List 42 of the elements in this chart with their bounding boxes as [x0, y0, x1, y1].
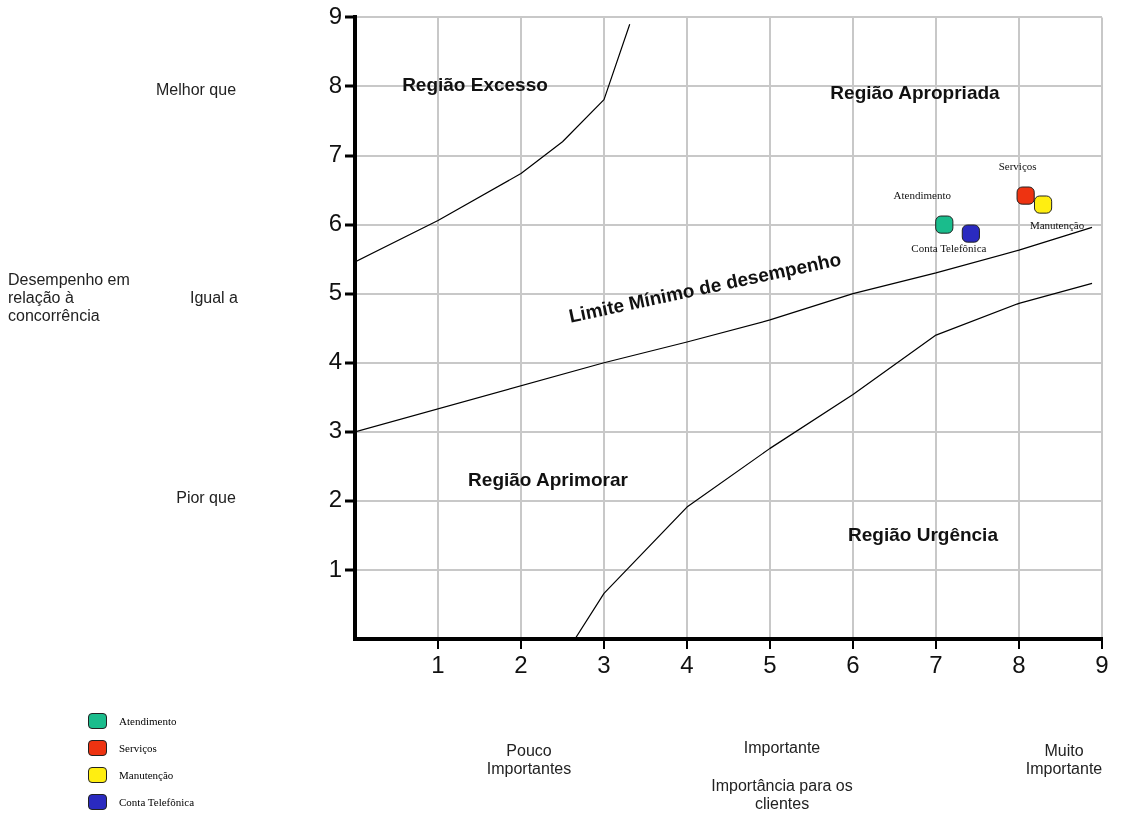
- text: Pouco Importantes: [485, 742, 573, 778]
- annotation: Região Urgência: [848, 524, 998, 546]
- text: Importante: [743, 739, 821, 757]
- legend-label: Conta Telefônica: [119, 795, 195, 808]
- point: [1016, 186, 1035, 205]
- point: [961, 224, 980, 243]
- text: Atendimento: [893, 189, 952, 202]
- annotation: Região Aprimorar: [468, 469, 628, 491]
- y-tick-label: 3: [328, 416, 342, 444]
- annotation: Região Excesso: [402, 74, 548, 96]
- text: Muito Importante: [1024, 742, 1104, 778]
- text: Importância para os clientes: [710, 777, 854, 813]
- x-tick-label: 2: [514, 651, 528, 679]
- text: Melhor que: [155, 81, 237, 99]
- y-tick-label: 6: [328, 209, 342, 237]
- y-tick-label: 1: [328, 554, 342, 582]
- text: Conta Telefônica: [911, 242, 987, 255]
- point: [935, 215, 954, 234]
- point: [1033, 195, 1053, 214]
- x-tick-label: 7: [929, 651, 943, 679]
- text: Pior que: [176, 489, 236, 507]
- x-tick-label: 4: [680, 651, 694, 679]
- x-tick-label: 3: [597, 651, 611, 679]
- legend-label: Serviços: [119, 741, 157, 754]
- text: Manutenção: [1029, 219, 1085, 232]
- annotation: Região Apropriada: [830, 82, 1000, 104]
- y-tick-label: 8: [328, 71, 342, 99]
- x-tick-label: 1: [431, 651, 445, 679]
- x-tick-label: 9: [1095, 651, 1109, 679]
- x-tick-label: 8: [1012, 651, 1026, 679]
- text: Desempenho em relação à concorrência: [8, 271, 131, 325]
- y-tick-label: 2: [328, 485, 342, 513]
- text: Serviços: [998, 160, 1037, 173]
- x-tick-label: 6: [846, 651, 860, 679]
- y-tick-label: 5: [328, 278, 342, 306]
- y-tick-label: 9: [328, 2, 342, 30]
- y-tick-label: 4: [328, 347, 342, 375]
- legend-label: Manutenção: [119, 768, 174, 781]
- y-tick-label: 7: [328, 140, 342, 168]
- x-tick-label: 5: [763, 651, 777, 679]
- legend-label: Atendimento: [119, 714, 177, 727]
- text: Igual a: [189, 289, 239, 307]
